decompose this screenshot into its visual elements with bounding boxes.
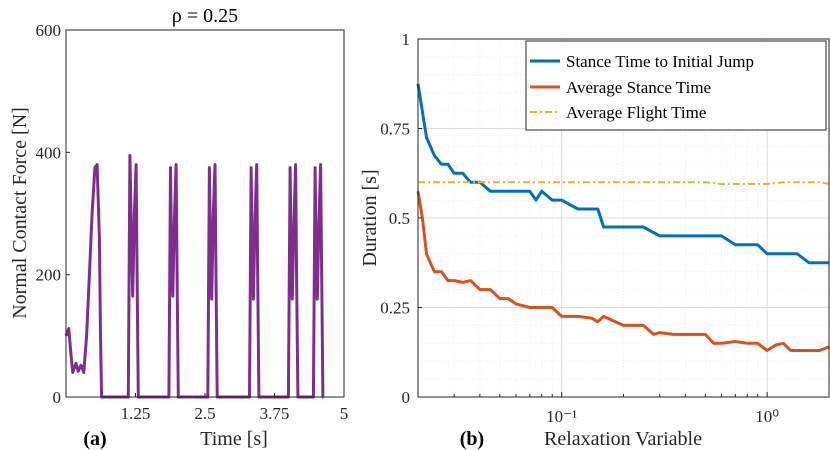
- panel-b-xtick-label: 10⁻¹: [546, 407, 577, 426]
- panel-a-xlabel: Time [s]: [200, 428, 268, 450]
- panel-b-marks: [416, 83, 830, 352]
- panel-b-xtick-label: 10⁰: [755, 407, 779, 426]
- legend-label-avg-stance: Average Stance Time: [566, 78, 711, 97]
- panel-a-axes-box: [65, 29, 345, 398]
- panel-b-series-line-average-stance-time: [416, 190, 830, 352]
- panel-a-xtick-label: 3.75: [260, 404, 290, 423]
- panel-a-xtick-label: 2.5: [194, 404, 215, 423]
- legend-label-avg-flight: Average Flight Time: [566, 103, 706, 122]
- legend-label-stance-jump: Stance Time to Initial Jump: [566, 52, 754, 71]
- panel-b: 0 0.25 0.5 0.75 1 10⁻¹ 10⁰ Duration [s] Relaxa…: [359, 30, 830, 450]
- panel-a-ytick-label: 200: [36, 266, 62, 285]
- panel-b-series-line-stance-time-to-initial-jump: [416, 83, 829, 265]
- panel-b-ytick-label: 1: [402, 30, 411, 49]
- panel-b-ytick-label: 0.5: [389, 209, 410, 228]
- panel-a-xtick-label: 5: [340, 404, 349, 423]
- panel-a-ytick-label: 400: [36, 143, 62, 162]
- panel-a-title: ρ = 0.25: [172, 5, 238, 27]
- panel-a-ytick-label: 0: [53, 388, 62, 407]
- panel-a-ylabel: Normal Contact Force [N]: [9, 107, 31, 319]
- panel-a-ticks: 0 200 400 600 1.25 2.5 3.75 5: [36, 21, 349, 423]
- panel-b-xlabel: Relaxation Variable: [544, 428, 702, 450]
- panel-a-xtick-label: 1.25: [121, 404, 151, 423]
- panel-a-plot-area: [66, 30, 344, 397]
- panel-b-series-line-average-flight-time: [418, 181, 830, 185]
- panel-b-ylabel: Duration [s]: [359, 169, 381, 266]
- panel-b-axes-box: [417, 38, 830, 398]
- panel-a-ytick-label: 600: [36, 21, 62, 40]
- panel-b-label: (b): [460, 428, 484, 450]
- legend: Stance Time to Initial Jump Average Stan…: [525, 40, 827, 131]
- panel-a: 0 200 400 600 1.25 2.5 3.75 5 ρ = 0.25 Normal C…: [9, 5, 348, 450]
- panel-a-label: (a): [83, 428, 106, 450]
- panel-b-ticks: 0 0.25 0.5 0.75 1 10⁻¹ 10⁰: [380, 30, 830, 426]
- panel-b-ytick-label: 0: [402, 388, 411, 407]
- legend-box: [525, 40, 827, 131]
- panel-b-ytick-label: 0.75: [380, 120, 410, 139]
- panel-b-ytick-label: 0.25: [380, 299, 410, 318]
